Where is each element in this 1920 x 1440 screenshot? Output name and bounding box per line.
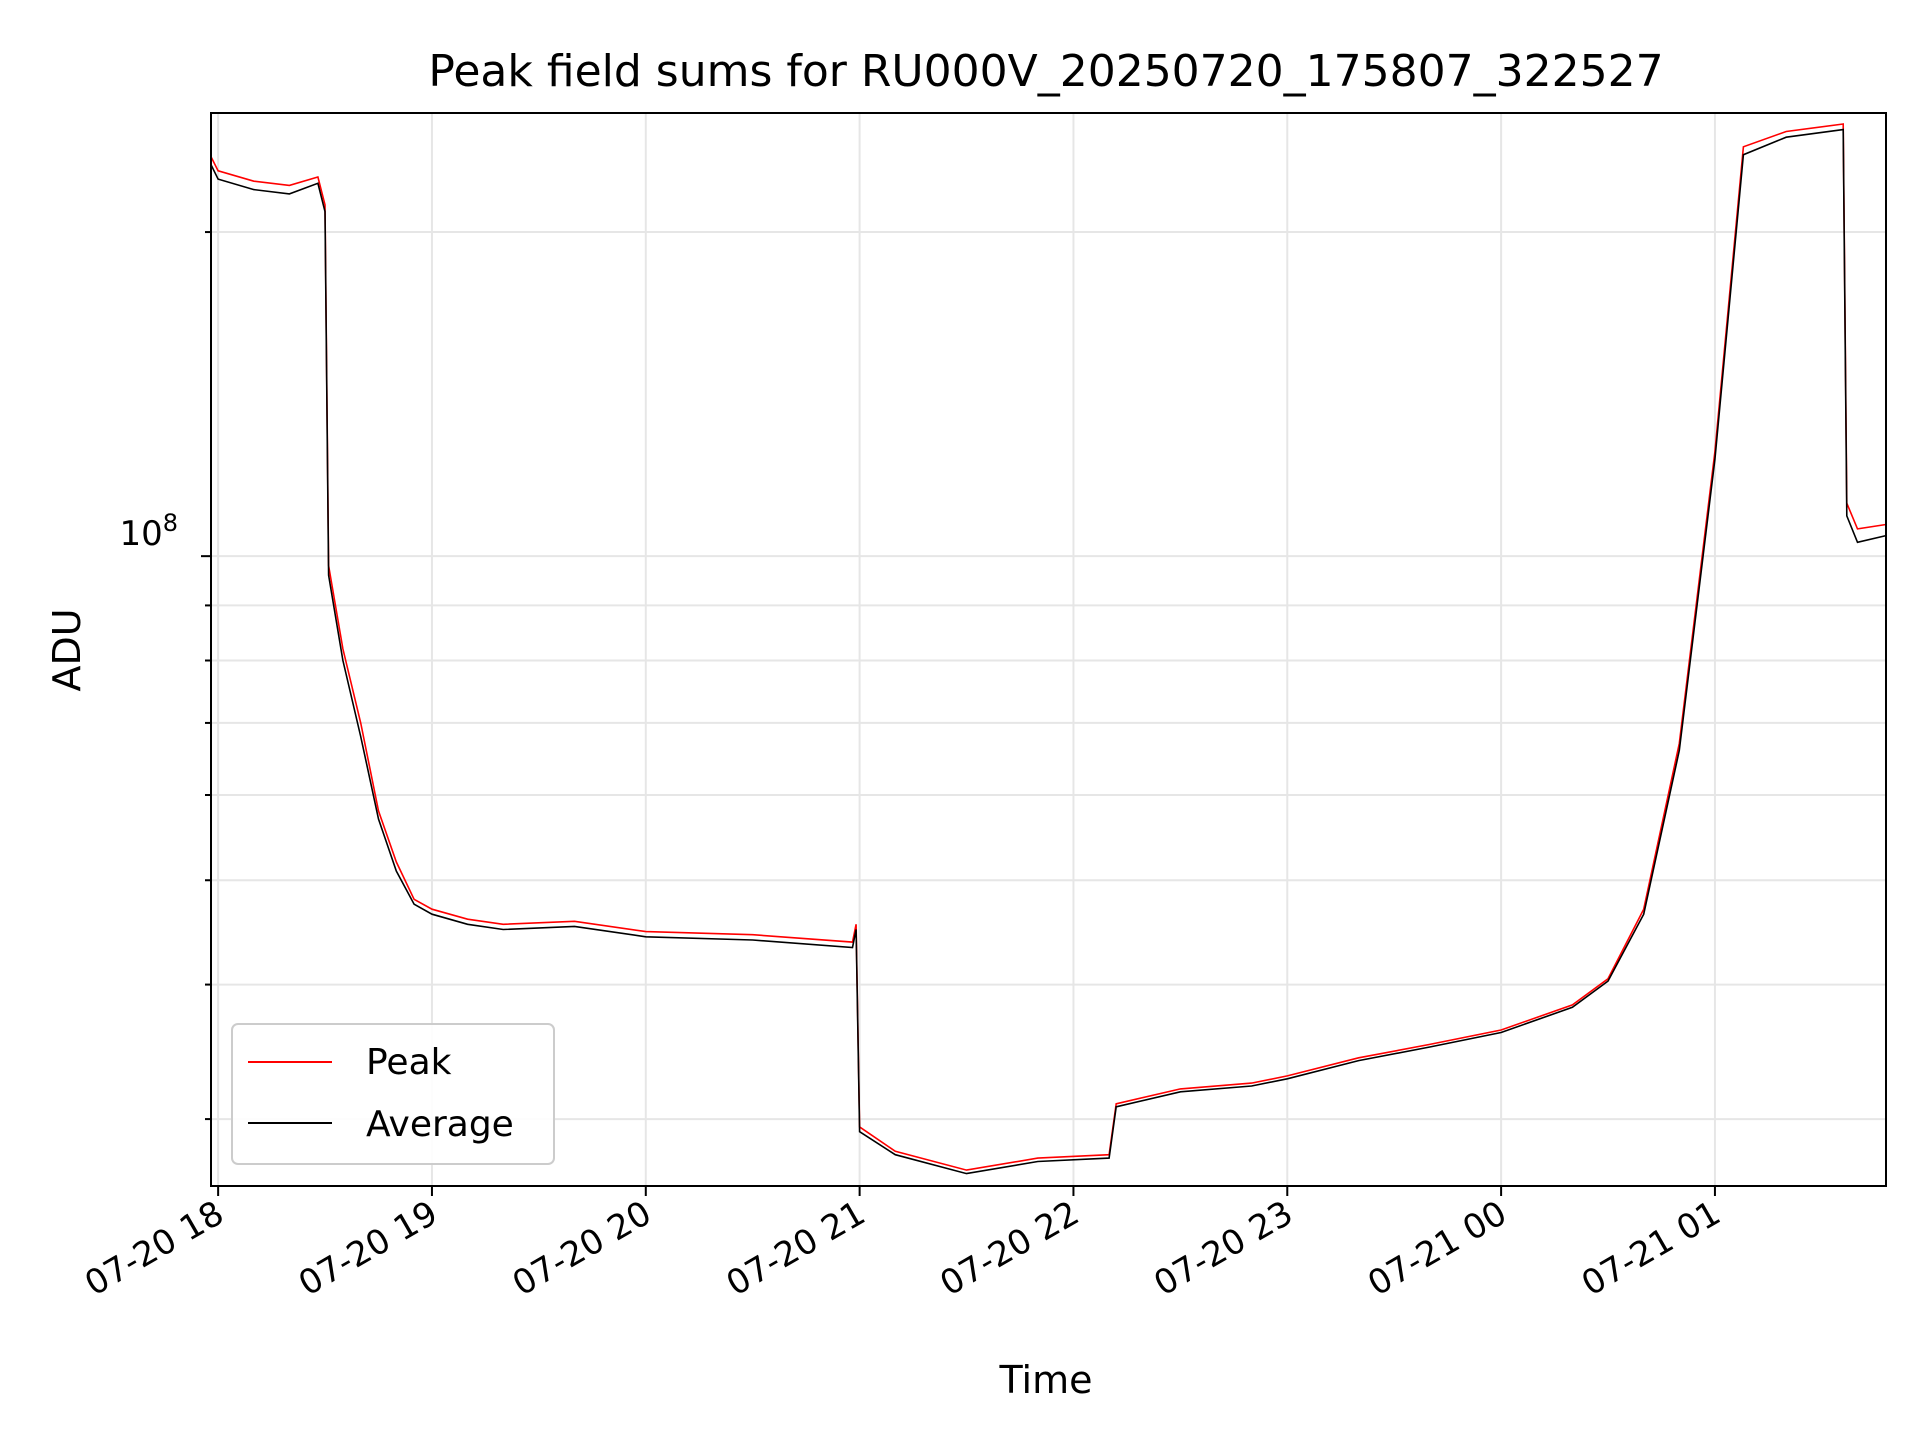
legend: Peak Average: [231, 1023, 555, 1165]
x-tick-label: 07-20 19: [292, 1193, 444, 1304]
legend-label-average: Average: [366, 1104, 514, 1145]
x-axis: 07-20 18 07-20 19 07-20 20 07-20 21 07-20 22…: [78, 1186, 1727, 1304]
plot-frame: [210, 112, 1887, 1187]
plot-lines: [210, 123, 1887, 1175]
x-tick-label: 07-20 18: [78, 1193, 230, 1304]
series-line-peak: [210, 123, 1887, 1171]
x-tick-label: 07-21 01: [1575, 1193, 1727, 1304]
y-axis-label: ADU: [45, 608, 89, 691]
x-axis-label: Time: [999, 1358, 1093, 1402]
x-tick-label: 07-20 20: [506, 1193, 658, 1304]
y-tick-label-1e8: 108: [119, 509, 178, 554]
x-tick-label: 07-21 00: [1361, 1193, 1513, 1304]
y-axis: 108: [119, 231, 211, 1121]
x-tick-label: 07-20 23: [1147, 1193, 1299, 1304]
x-tick-label: 07-20 22: [934, 1193, 1086, 1304]
x-tick-label: 07-20 21: [720, 1193, 872, 1304]
series-line-average: [210, 128, 1887, 1175]
legend-label-peak: Peak: [366, 1042, 452, 1083]
chart-title: Peak field sums for RU000V_20250720_1758…: [428, 46, 1663, 97]
grid: [211, 113, 1886, 1186]
legend-frame: [231, 1023, 555, 1165]
